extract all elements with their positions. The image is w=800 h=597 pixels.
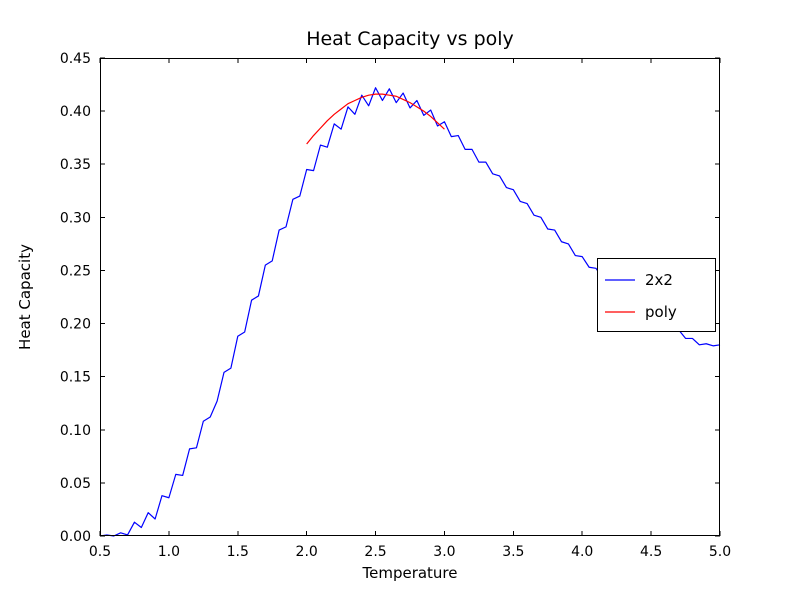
axes-frame [100,58,720,536]
y-tick-label: 0.00 [60,529,91,545]
x-tick-label: 4.5 [640,544,662,560]
x-tick-label: 2.0 [296,544,318,560]
x-tick-label: 1.5 [227,544,249,560]
legend-box [597,258,716,332]
y-tick-label: 0.35 [60,157,91,173]
x-tick-label: 5.0 [709,544,731,560]
y-axis-label: Heat Capacity [16,244,34,350]
x-tick-label: 3.5 [502,544,524,560]
legend-label-2x2: 2x2 [645,271,673,289]
x-tick-label: 3.0 [433,544,455,560]
y-tick-label: 0.15 [60,370,91,386]
y-tick-label: 0.40 [60,104,91,120]
x-tick-label: 4.0 [571,544,593,560]
chart-title: Heat Capacity vs poly [306,28,514,50]
x-tick-label: 1.0 [158,544,180,560]
x-tick-label: 2.5 [364,544,386,560]
y-tick-label: 0.30 [60,210,91,226]
y-tick-label: 0.25 [60,263,91,279]
tick-layer: 0.5 1.0 1.5 2.0 2.5 3.0 3.5 4.0 4.5 5.0 0.00 0.05 0.… [60,51,731,560]
y-tick-label: 0.05 [60,476,91,492]
legend-label-poly: poly [645,303,677,321]
series-poly [306,93,445,145]
x-tick-label: 0.5 [89,544,111,560]
y-tick-label: 0.45 [60,51,91,67]
y-tick-label: 0.10 [60,423,91,439]
x-axis-label: Temperature [361,564,457,582]
legend: 2x2 poly [597,258,716,332]
y-tick-label: 0.20 [60,317,91,333]
